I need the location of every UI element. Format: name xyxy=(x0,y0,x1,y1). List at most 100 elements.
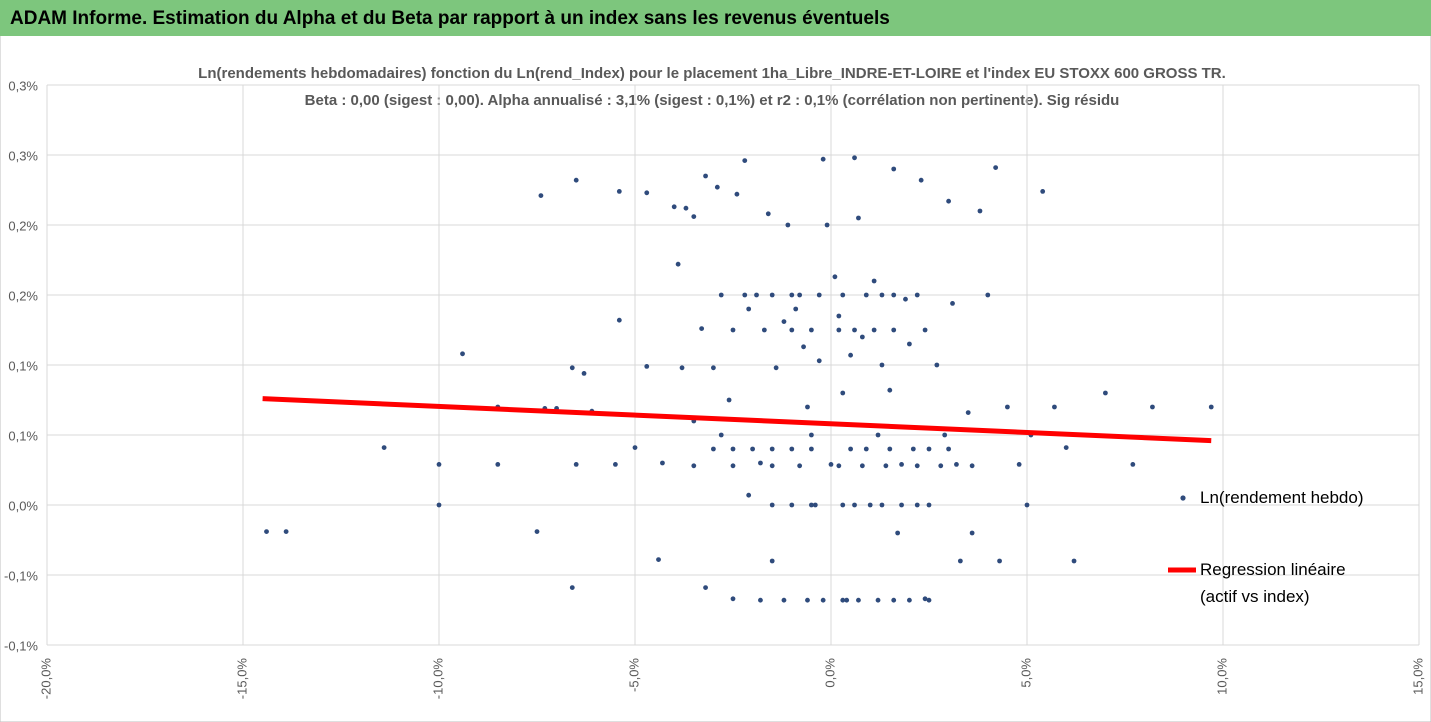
data-point xyxy=(879,362,885,368)
data-point xyxy=(954,462,959,467)
data-point xyxy=(891,327,897,333)
data-point xyxy=(644,190,650,196)
data-point xyxy=(805,404,810,410)
data-point xyxy=(812,502,818,508)
data-point xyxy=(852,502,857,508)
data-point xyxy=(856,597,861,603)
data-point xyxy=(950,301,955,306)
data-point xyxy=(863,446,869,452)
data-point xyxy=(703,173,708,179)
data-point xyxy=(769,292,775,298)
data-point xyxy=(785,222,791,228)
data-point xyxy=(675,261,681,267)
data-point xyxy=(613,462,618,467)
data-point xyxy=(879,292,885,298)
legend-entry: Ln(rendement hebdo) xyxy=(1200,488,1364,507)
data-point xyxy=(922,596,928,602)
data-point xyxy=(820,597,826,603)
data-point xyxy=(840,390,846,396)
data-point xyxy=(569,585,575,590)
data-point xyxy=(997,558,1002,564)
data-point xyxy=(867,502,873,508)
data-point xyxy=(899,462,904,467)
data-point xyxy=(691,463,697,469)
data-point xyxy=(852,155,857,161)
data-point xyxy=(718,432,724,438)
data-point xyxy=(436,462,442,467)
data-point xyxy=(769,502,775,508)
data-point xyxy=(832,274,838,280)
data-point xyxy=(836,327,842,333)
data-point xyxy=(926,446,932,452)
data-point xyxy=(714,184,720,190)
data-point xyxy=(859,463,865,469)
data-point xyxy=(852,327,857,333)
data-point xyxy=(914,502,920,508)
data-point xyxy=(816,358,822,364)
data-point xyxy=(891,597,897,603)
data-point xyxy=(910,446,916,452)
legend-entry: Regression linéaire (actif vs index) xyxy=(1200,560,1346,606)
data-point xyxy=(907,597,912,603)
data-point xyxy=(914,292,920,298)
data-point xyxy=(934,362,940,368)
data-point xyxy=(809,432,814,438)
data-point xyxy=(616,189,622,194)
data-point xyxy=(765,211,771,217)
data-point xyxy=(809,446,814,452)
regression-line xyxy=(262,396,1212,444)
y-tick-label: 0,1% xyxy=(8,428,38,443)
data-point xyxy=(871,278,877,284)
data-point xyxy=(581,371,587,376)
data-point xyxy=(1150,404,1155,410)
data-point xyxy=(965,410,971,415)
data-point xyxy=(942,432,948,438)
data-point xyxy=(899,502,904,508)
data-point xyxy=(781,597,787,603)
data-point xyxy=(691,214,697,220)
data-point xyxy=(264,529,269,534)
data-point xyxy=(711,365,716,371)
header-bar xyxy=(0,0,1431,36)
y-tick-label: 0,3% xyxy=(8,148,38,163)
data-point xyxy=(903,296,908,302)
data-point xyxy=(1130,462,1136,467)
data-point xyxy=(946,198,951,204)
data-point xyxy=(809,502,814,508)
data-point xyxy=(699,326,705,331)
data-point xyxy=(703,585,708,590)
data-point xyxy=(859,334,865,340)
header-title: ADAM Informe. Estimation du Alpha et du … xyxy=(10,8,890,29)
x-tick-label: -10,0% xyxy=(430,658,445,700)
data-point xyxy=(734,191,740,197)
data-point xyxy=(742,158,748,164)
y-tick-label: 0,2% xyxy=(8,288,38,303)
data-point xyxy=(883,463,889,469)
data-point xyxy=(569,365,575,371)
data-point xyxy=(679,365,685,371)
data-point xyxy=(828,462,834,467)
data-point xyxy=(726,397,732,403)
data-point xyxy=(789,446,795,452)
data-point xyxy=(460,351,465,357)
data-point xyxy=(730,327,736,333)
data-point xyxy=(985,292,991,298)
chart-subtitle: Beta : 0,00 (sigest : 0,00). Alpha annua… xyxy=(305,92,1120,109)
x-tick-label: -20,0% xyxy=(38,658,53,700)
data-point xyxy=(793,306,799,312)
data-point xyxy=(746,492,752,498)
data-point xyxy=(1016,462,1022,467)
data-point xyxy=(840,502,846,508)
data-point xyxy=(801,344,806,350)
data-point xyxy=(283,529,289,534)
data-point xyxy=(824,222,830,228)
data-point xyxy=(671,204,677,210)
data-point xyxy=(573,462,579,467)
data-point xyxy=(616,317,622,323)
data-point xyxy=(573,177,579,183)
data-point xyxy=(907,341,912,347)
data-point xyxy=(769,558,775,564)
data-point xyxy=(848,352,853,358)
data-point xyxy=(836,313,842,319)
